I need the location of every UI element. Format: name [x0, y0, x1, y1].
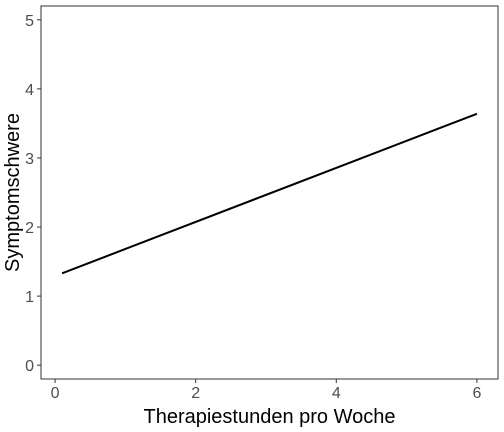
- series-line: [61, 112, 478, 275]
- y-tick-label: 2: [25, 220, 34, 237]
- x-tick-label: 0: [51, 385, 60, 402]
- y-axis-title: Symptomschwere: [2, 113, 24, 272]
- x-tick-label: 2: [191, 385, 200, 402]
- x-axis-title: Therapiestunden pro Woche: [143, 406, 395, 428]
- plot-panel-border: [40, 5, 499, 380]
- y-tick-label: 3: [25, 151, 34, 168]
- y-tick-label: 5: [25, 13, 34, 30]
- series-layer: [61, 112, 478, 275]
- ticks-layer: 0 2 4 6 0 1 2 3 4 5: [25, 13, 481, 402]
- x-tick-label: 4: [332, 385, 341, 402]
- x-tick-label: 6: [472, 385, 481, 402]
- y-tick-label: 4: [25, 82, 34, 99]
- y-tick-label: 1: [25, 289, 34, 306]
- y-tick-label: 0: [25, 358, 34, 375]
